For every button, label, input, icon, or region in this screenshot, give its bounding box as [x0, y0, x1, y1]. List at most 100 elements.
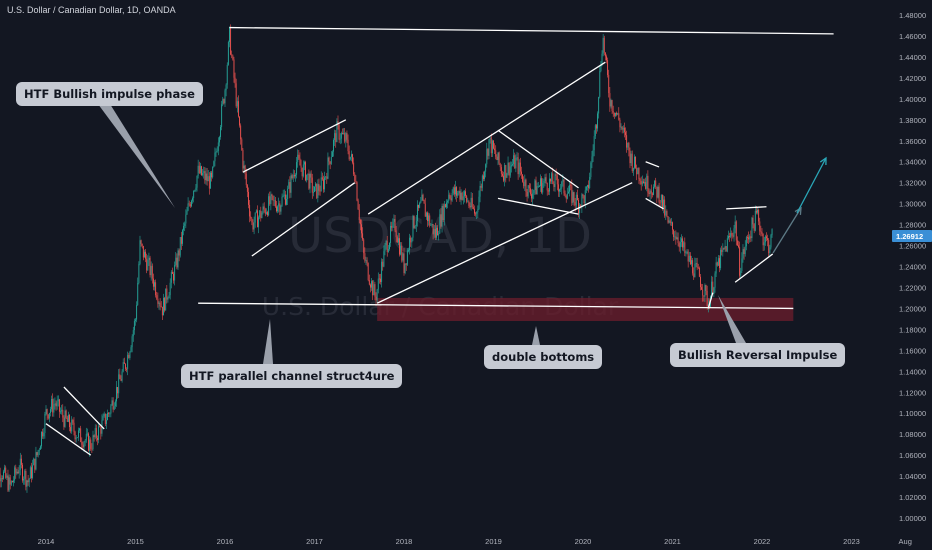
retest-top-line	[645, 161, 660, 168]
candle-body	[630, 153, 632, 164]
candle-body	[76, 437, 78, 439]
candle-body	[4, 467, 6, 472]
candle-body	[103, 413, 105, 417]
candle-body	[540, 178, 541, 187]
candle-body	[764, 236, 766, 243]
candle-body	[185, 214, 187, 224]
candle-body	[548, 178, 550, 192]
candle-body	[767, 238, 769, 241]
candle-body	[366, 260, 368, 264]
candle-body	[613, 112, 615, 116]
candle-body	[237, 101, 239, 117]
candle-body	[71, 419, 73, 432]
candle-body	[503, 175, 505, 181]
candle-body	[547, 190, 549, 192]
candle-body	[211, 172, 213, 178]
candle-body	[702, 289, 704, 296]
candle-body	[342, 133, 343, 134]
candle-body	[129, 351, 131, 359]
candle-body	[705, 285, 707, 291]
candle-body	[218, 137, 220, 143]
candle-body	[701, 287, 703, 290]
candle-body	[263, 206, 265, 210]
candle-body	[207, 176, 209, 182]
candle-body	[573, 192, 575, 202]
candle-body	[422, 194, 424, 200]
candle-body	[446, 202, 447, 208]
candle-body	[90, 439, 92, 449]
price-tick-label: 1.00000	[899, 514, 926, 523]
candle-body	[279, 203, 281, 212]
candle-body	[466, 195, 468, 202]
candle-body	[319, 190, 321, 192]
candle-body	[269, 196, 271, 205]
candle-body	[552, 173, 554, 185]
candle-body	[478, 196, 480, 210]
candle-body	[150, 265, 152, 276]
candle-body	[677, 237, 679, 244]
candle-body	[498, 152, 500, 164]
candle-body	[286, 199, 287, 205]
candle-body	[36, 452, 38, 456]
candle-body	[274, 200, 276, 207]
candle-body	[488, 139, 490, 156]
candle-body	[314, 186, 315, 192]
candle-body	[392, 221, 394, 228]
candle-body	[495, 150, 497, 157]
candle-body	[63, 417, 65, 427]
candle-body	[609, 93, 611, 107]
candle-body	[430, 224, 432, 226]
candle-body	[316, 183, 318, 198]
candle-body	[462, 196, 464, 200]
candle-body	[151, 265, 153, 279]
candle-body	[727, 235, 729, 239]
candle-body	[18, 469, 20, 474]
candle-body	[533, 190, 535, 194]
candle-body	[174, 265, 176, 281]
candle-body	[751, 217, 753, 239]
candle-body	[83, 442, 85, 448]
candle-body	[449, 194, 451, 199]
candle-body	[397, 238, 399, 243]
candle-body	[155, 282, 157, 296]
candle-body	[353, 162, 355, 175]
candle-body	[479, 185, 481, 197]
candle-body	[442, 206, 444, 220]
candle-body	[152, 278, 154, 287]
candle-body	[696, 263, 698, 268]
candle-body	[291, 175, 293, 179]
candle-body	[646, 175, 648, 189]
candle-body	[450, 198, 452, 201]
candle-body	[14, 467, 16, 481]
candle-body	[395, 230, 397, 238]
candle-body	[264, 209, 266, 214]
price-axis[interactable]: 1.48000 1.46000 1.44000 1.42000 1.40000 1.380…	[892, 11, 932, 523]
candle-body	[212, 166, 214, 178]
candle-body	[717, 258, 719, 266]
candle-body	[675, 236, 677, 240]
channel-pointer	[263, 319, 273, 364]
time-axis[interactable]: 2014 2015 2016 2017 2018 2019 2020 2021 2022 2023…	[38, 537, 912, 546]
candle-body	[593, 136, 595, 151]
candle-body	[726, 238, 728, 252]
candle-body	[425, 212, 427, 217]
candle-body	[244, 165, 246, 174]
range-bottom-line	[734, 253, 774, 283]
candle-body	[496, 156, 498, 161]
price-tick-label: 1.44000	[899, 53, 926, 62]
candle-body	[735, 221, 737, 241]
candle-body	[160, 306, 162, 308]
candle-body	[79, 428, 81, 431]
candle-body	[62, 409, 64, 418]
last-price-label: 1.26912	[896, 232, 923, 241]
candle-body	[72, 419, 74, 423]
candle-body	[124, 363, 126, 369]
candle-body	[681, 238, 682, 242]
candle-body	[74, 431, 76, 440]
candle-body	[599, 70, 601, 97]
candle-body	[288, 182, 290, 189]
candle-body	[29, 467, 31, 479]
candle-body	[497, 152, 499, 161]
candle-body	[641, 181, 643, 185]
